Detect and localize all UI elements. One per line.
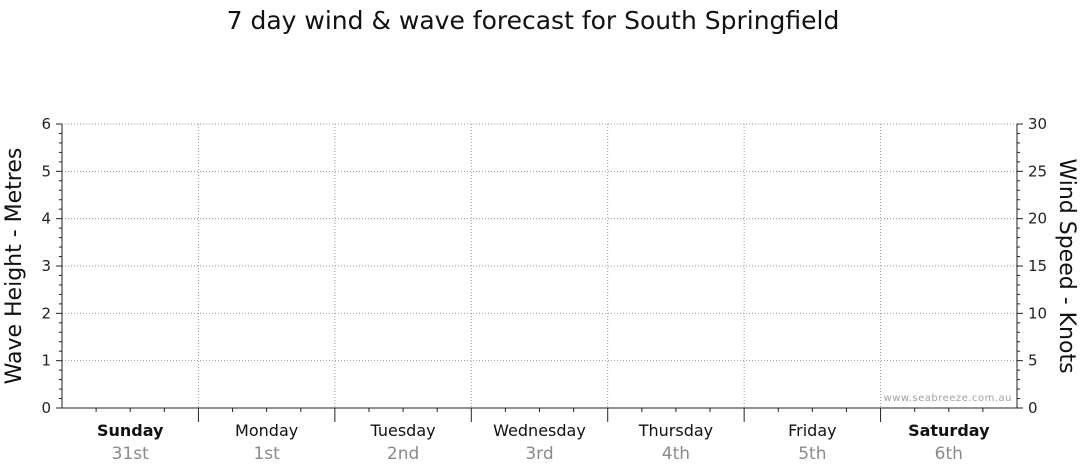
left-tick-label: 2 [41, 304, 51, 322]
day-date-label: 4th [662, 444, 690, 464]
day-name-label: Thursday [638, 421, 713, 440]
right-tick-label: 20 [1028, 210, 1047, 228]
day-date-label: 5th [798, 444, 826, 464]
day-labels: Sunday 31st Monday 1st Tuesday 2nd Wednesday 3r… [97, 421, 990, 464]
watermark: www.seabreeze.com.au [884, 393, 1012, 404]
right-tick-label: 15 [1028, 257, 1047, 275]
day-date-label: 1st [253, 444, 280, 464]
right-axis-ticks: 0 5 10 15 20 25 30 [1017, 115, 1047, 417]
day-name-label: Saturday [908, 421, 990, 440]
chart-grid [62, 123, 1017, 408]
day-date-label: 2nd [387, 444, 419, 464]
right-axis-title: Wind Speed - Knots [1054, 158, 1079, 373]
left-tick-label: 5 [41, 162, 51, 180]
right-tick-label: 5 [1028, 352, 1038, 370]
day-name-label: Tuesday [370, 421, 436, 440]
right-tick-label: 25 [1028, 162, 1047, 180]
left-tick-label: 0 [41, 399, 51, 417]
day-name-label: Friday [788, 421, 837, 440]
left-tick-label: 6 [41, 115, 51, 133]
left-tick-label: 1 [41, 352, 51, 370]
day-date-label: 6th [935, 444, 963, 464]
day-date-label: 31st [112, 444, 149, 464]
right-tick-label: 0 [1028, 399, 1038, 417]
x-axis-ticks [95, 408, 984, 422]
day-name-label: Sunday [97, 421, 164, 440]
left-tick-label: 3 [41, 257, 51, 275]
day-date-label: 3rd [525, 444, 553, 464]
day-name-label: Wednesday [493, 421, 586, 440]
left-axis-ticks: 0 1 2 3 4 5 6 [41, 115, 62, 417]
right-tick-label: 10 [1028, 304, 1047, 322]
chart-title: 7 day wind & wave forecast for South Spr… [227, 6, 840, 35]
day-name-label: Monday [235, 421, 298, 440]
right-tick-label: 30 [1028, 115, 1047, 133]
left-tick-label: 4 [41, 210, 51, 228]
left-axis-title: Wave Height - Metres [2, 148, 27, 385]
